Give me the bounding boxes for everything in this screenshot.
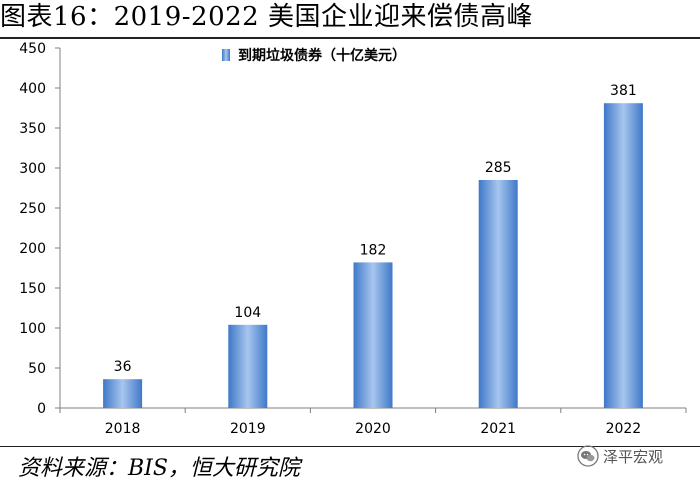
data-label: 285 [485, 160, 512, 176]
y-tick-label: 450 [19, 41, 46, 57]
y-tick-label: 0 [37, 401, 46, 417]
chart-bars: 36 104 182 285 381 [103, 83, 643, 408]
y-tick-label: 150 [19, 281, 46, 297]
source-note: 资料来源：BIS，恒大研究院 [18, 456, 300, 481]
chart-legend: 到期垃圾债券（十亿美元） [222, 44, 406, 66]
x-tick-label: 2020 [355, 421, 391, 437]
watermark-text: 泽平宏观 [603, 447, 664, 466]
watermark: 泽平宏观 [577, 444, 663, 468]
wechat-icon [577, 445, 599, 467]
y-tick-label: 250 [19, 201, 46, 217]
legend-label: 到期垃圾债券（十亿美元） [238, 48, 406, 64]
chart-axes: 0 50 100 150 200 250 300 350 400 450 2018 2019 2020 2… [19, 41, 687, 437]
bar [228, 324, 268, 408]
data-label: 104 [234, 305, 261, 321]
bar-chart: 0 50 100 150 200 250 300 350 400 450 2018 2019 2020 2… [19, 41, 687, 437]
data-label: 182 [360, 242, 387, 258]
source-divider [0, 446, 700, 447]
bar [103, 379, 143, 408]
x-tick-label: 2021 [480, 421, 516, 437]
x-tick-label: 2019 [230, 421, 266, 437]
chart-title: 图表16：2019-2022 美国企业迎来偿债高峰 [0, 2, 533, 32]
y-tick-label: 400 [19, 81, 46, 97]
bar [353, 262, 393, 408]
y-tick-label: 50 [28, 361, 46, 377]
bar [603, 103, 643, 408]
data-label: 381 [610, 83, 637, 99]
data-label: 36 [114, 359, 132, 375]
legend-swatch [222, 49, 230, 61]
y-tick-label: 100 [19, 321, 46, 337]
y-tick-label: 350 [19, 121, 46, 137]
y-tick-label: 300 [19, 161, 46, 177]
bar [478, 180, 518, 408]
x-tick-label: 2022 [606, 421, 642, 437]
x-tick-label: 2018 [105, 421, 141, 437]
title-divider [0, 37, 700, 39]
y-tick-label: 200 [19, 241, 46, 257]
